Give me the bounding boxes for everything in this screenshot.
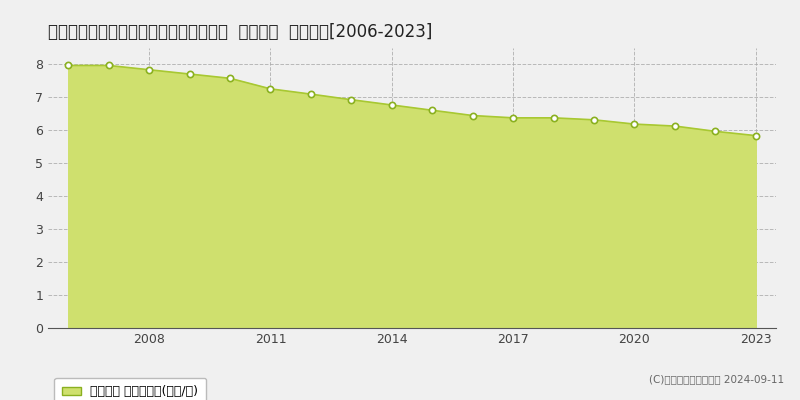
Text: (C)土地価格ドットコム 2024-09-11: (C)土地価格ドットコム 2024-09-11 [649,374,784,384]
Legend: 地価公示 平均坊単価(万円/坊): 地価公示 平均坊単価(万円/坊) [54,378,206,400]
Text: 鹿児島県薄醧郡さつま町轟町２番１４外  地価公示  地価推移[2006-2023]: 鹿児島県薄醧郡さつま町轟町２番１４外 地価公示 地価推移[2006-2023] [48,23,432,41]
